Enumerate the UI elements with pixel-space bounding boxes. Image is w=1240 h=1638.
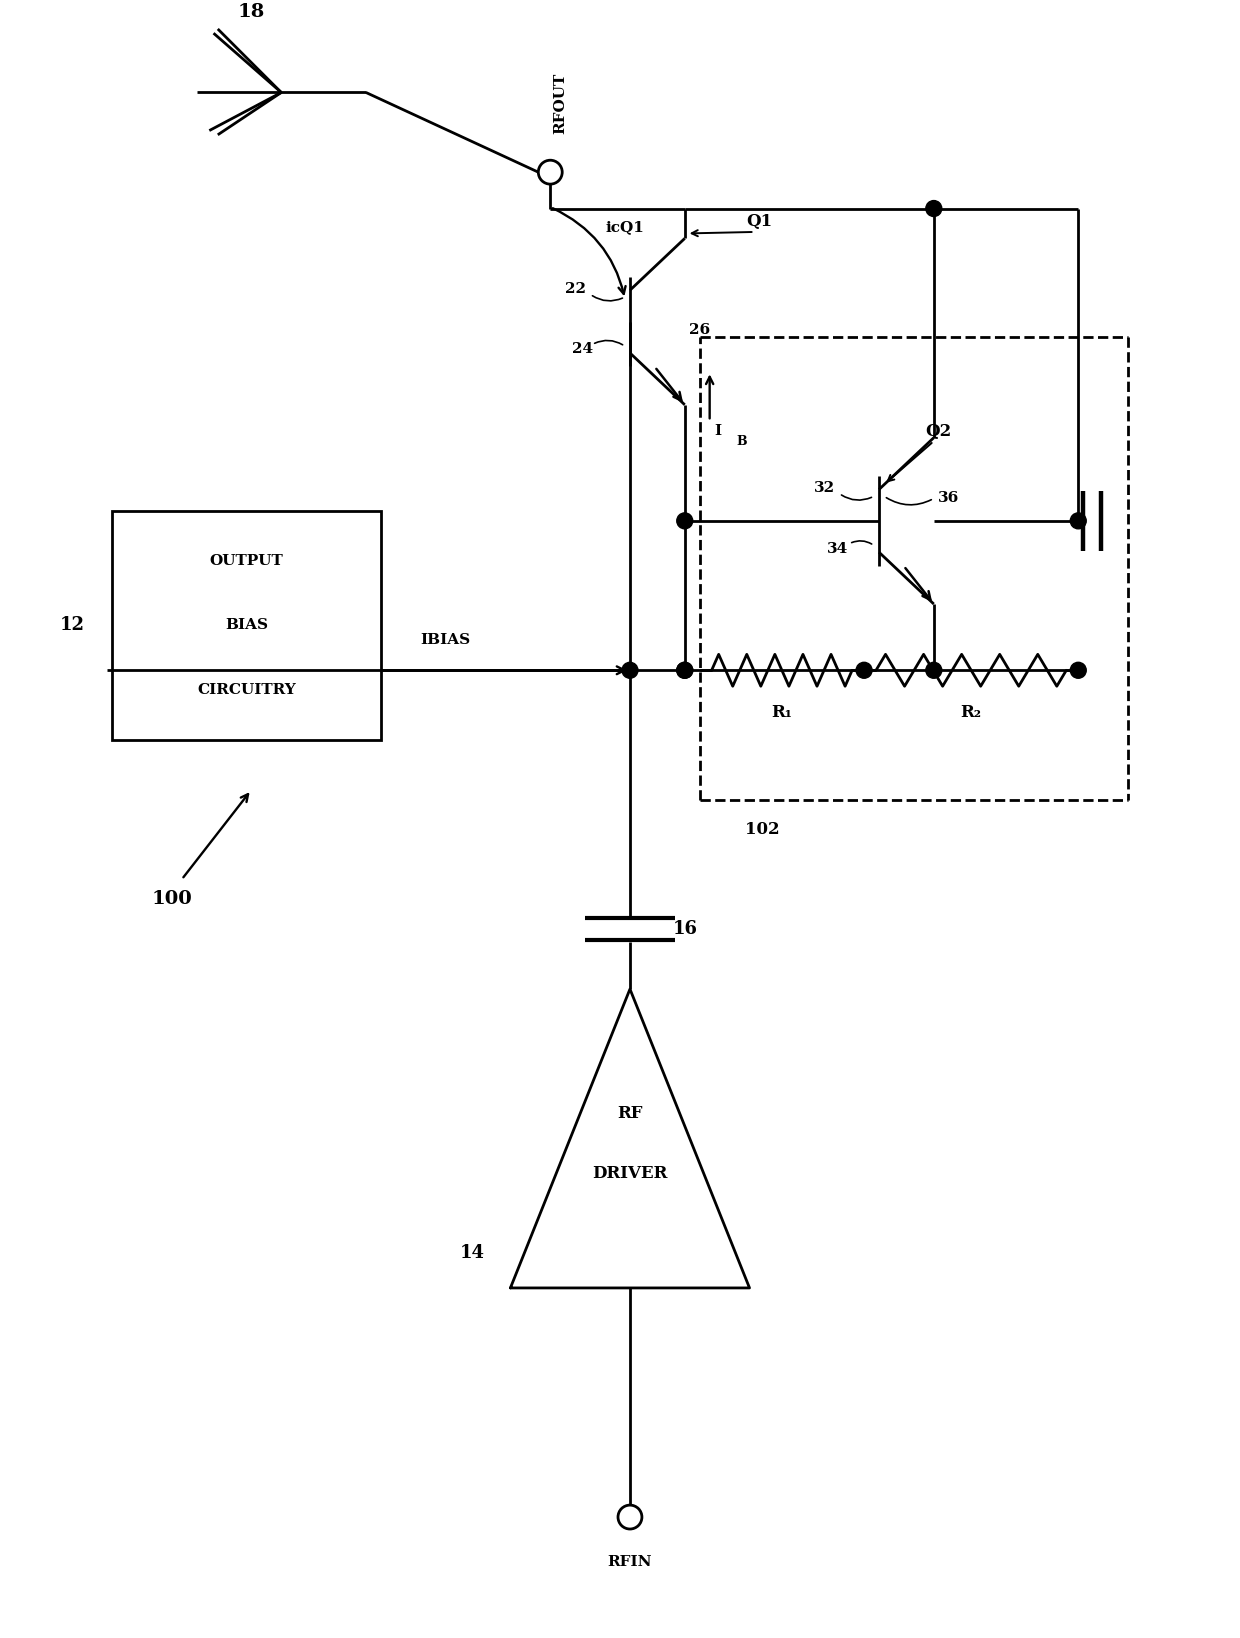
Text: icQ1: icQ1 — [605, 219, 644, 234]
Text: 16: 16 — [672, 921, 697, 939]
Text: 36: 36 — [939, 491, 960, 506]
Circle shape — [926, 200, 941, 216]
Circle shape — [677, 662, 693, 678]
Text: 22: 22 — [564, 282, 585, 296]
Text: RFOUT: RFOUT — [553, 74, 567, 134]
Circle shape — [677, 513, 693, 529]
Text: RF: RF — [618, 1106, 642, 1122]
FancyBboxPatch shape — [112, 511, 381, 740]
Text: 24: 24 — [572, 342, 593, 357]
Text: IBIAS: IBIAS — [420, 634, 471, 647]
Text: Q1: Q1 — [746, 213, 773, 231]
Circle shape — [677, 662, 693, 678]
Text: 100: 100 — [151, 891, 192, 909]
Text: B: B — [737, 434, 748, 447]
Text: 18: 18 — [238, 3, 265, 21]
Circle shape — [618, 1505, 642, 1528]
Text: Q2: Q2 — [926, 423, 952, 439]
Text: 12: 12 — [60, 616, 84, 634]
Circle shape — [622, 662, 637, 678]
Text: BIAS: BIAS — [224, 619, 268, 632]
Text: R₂: R₂ — [961, 704, 982, 721]
Text: 14: 14 — [460, 1245, 485, 1261]
Text: R₁: R₁ — [771, 704, 792, 721]
Text: 34: 34 — [827, 542, 848, 555]
Circle shape — [538, 161, 562, 183]
Text: DRIVER: DRIVER — [593, 1165, 667, 1183]
Circle shape — [856, 662, 872, 678]
Circle shape — [1070, 662, 1086, 678]
Text: 102: 102 — [744, 821, 779, 839]
Circle shape — [1070, 513, 1086, 529]
Circle shape — [926, 662, 941, 678]
Text: I: I — [714, 424, 722, 439]
Text: RFIN: RFIN — [608, 1554, 652, 1569]
Text: OUTPUT: OUTPUT — [210, 554, 283, 568]
Text: 32: 32 — [813, 482, 835, 495]
Text: 26: 26 — [689, 323, 711, 336]
Text: CIRCUITRY: CIRCUITRY — [197, 683, 296, 698]
